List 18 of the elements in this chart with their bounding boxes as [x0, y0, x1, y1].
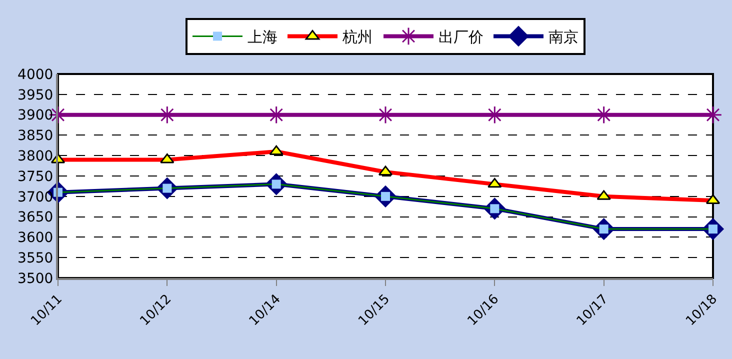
y-tick-label: 3900	[18, 108, 54, 124]
point	[488, 178, 502, 188]
legend-label: 杭州	[342, 28, 372, 46]
y-tick-label: 3550	[18, 250, 54, 267]
legend-label: 出厂价	[438, 28, 484, 46]
y-tick-label: 3600	[18, 230, 54, 246]
y-tick-label: 3750	[18, 168, 54, 185]
y-tick-label: 3700	[18, 189, 54, 206]
y-tick-label: 3850	[18, 128, 54, 144]
y-tick-label: 4000	[18, 66, 54, 83]
legend-label: 上海	[248, 28, 278, 46]
legend-label: 南京	[548, 28, 578, 46]
y-tick-label: 3650	[18, 210, 54, 226]
y-tick-label: 3950	[18, 87, 54, 104]
point	[269, 145, 284, 156]
y-tick-label: 3800	[18, 148, 54, 165]
point	[160, 153, 174, 164]
y-tick-label: 3500	[18, 270, 54, 287]
